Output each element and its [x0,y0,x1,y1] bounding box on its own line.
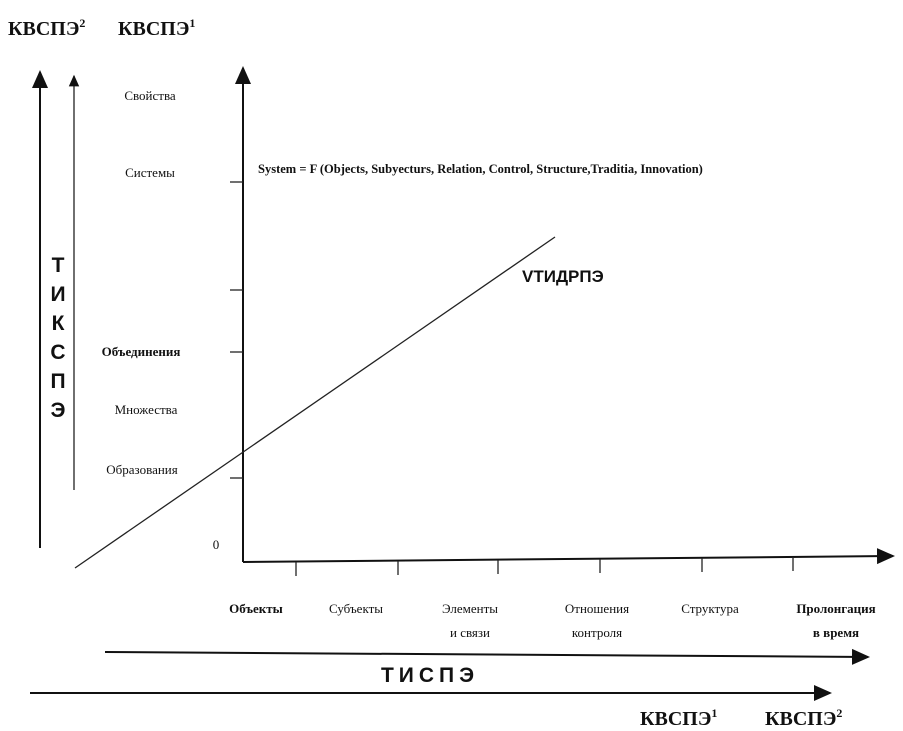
y-label: Системы [125,165,175,180]
x-label: в время [813,625,859,640]
letter: Т [52,254,65,277]
bottom-right-label: КВСПЭ1 [640,706,717,730]
x-label: Субъекты [329,601,383,616]
letter: К [52,312,65,335]
y-label: Объединения [102,344,181,359]
arrow [104,648,870,665]
letter: Э [51,399,66,422]
letter: И [50,283,65,306]
x-label: и связи [450,625,490,640]
top-label: КВСПЭ2 [8,16,85,40]
x-label: Объекты [229,601,283,616]
x-label: контроля [572,625,622,640]
x-label: Пролонгация [796,601,875,616]
trend-line [74,236,556,569]
y-label: Множества [115,402,178,417]
formula: System = F (Objects, Subyecturs, Relatio… [258,162,703,176]
top-label: КВСПЭ1 [118,16,195,40]
letter: С [50,341,65,364]
bottom-label: ТИСПЭ [381,664,479,687]
x-axis [242,548,895,565]
vertical-label: Т И К С П Э [50,254,65,422]
y-label: Образования [106,462,177,477]
x-label: Структура [681,601,739,616]
x-label: Отношения [565,601,629,616]
letter: П [50,370,65,393]
y-label: Свойства [124,88,176,103]
bottom-right-label: КВСПЭ2 [765,706,842,730]
x-label: Элементы [442,601,498,616]
ticks [230,181,794,576]
y-label: 0 [213,537,220,552]
line-label: VТИДРПЭ [522,267,604,286]
